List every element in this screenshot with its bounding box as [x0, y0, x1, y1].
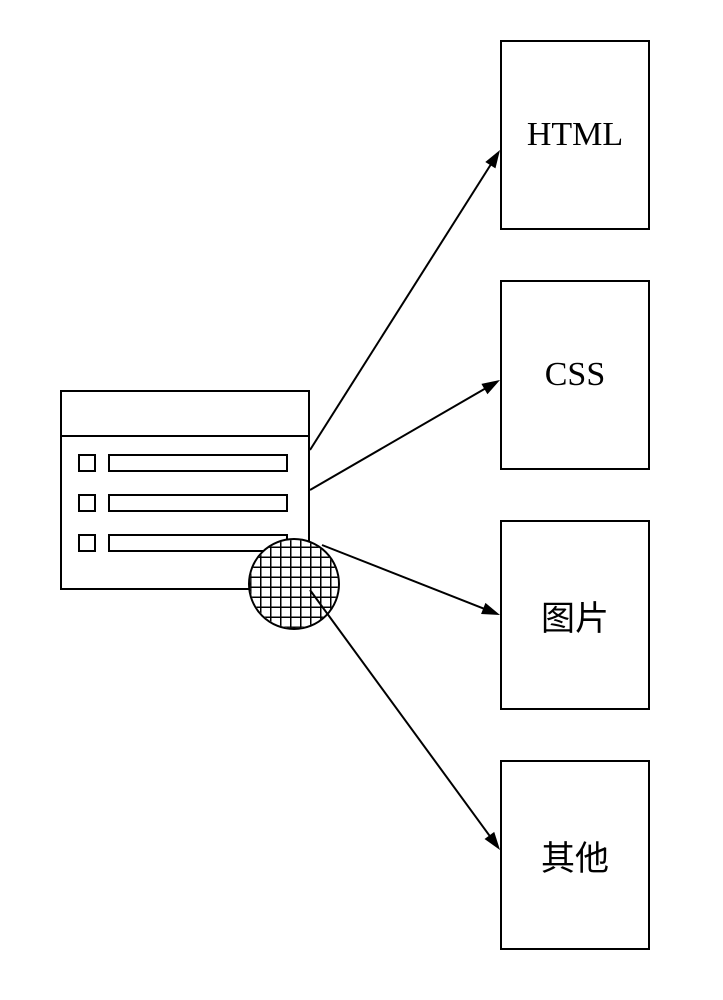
- server-row-bar: [108, 454, 288, 472]
- doc-other: 其他: [500, 760, 650, 950]
- server-row-checkbox: [78, 494, 96, 512]
- doc-css: CSS: [500, 280, 650, 470]
- server-row-checkbox: [78, 534, 96, 552]
- server-header: [62, 392, 308, 437]
- server-row-bar: [108, 494, 288, 512]
- doc-image: 图片: [500, 520, 650, 710]
- globe-icon: [248, 538, 340, 630]
- doc-html: HTML: [500, 40, 650, 230]
- server-row-checkbox: [78, 454, 96, 472]
- diagram-canvas: HTML CSS 图片 其他: [0, 0, 723, 1000]
- doc-label: 其他: [541, 831, 609, 880]
- doc-label: 图片: [541, 591, 609, 640]
- doc-label: CSS: [545, 356, 606, 394]
- doc-label: HTML: [527, 116, 623, 154]
